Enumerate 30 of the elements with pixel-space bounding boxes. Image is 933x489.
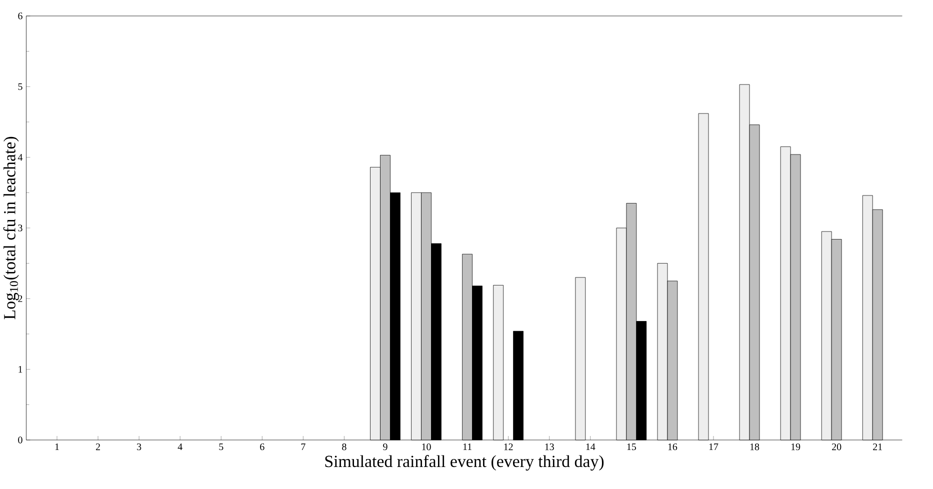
y-tick-label: 4 bbox=[18, 154, 23, 161]
x-tick-label: 20 bbox=[832, 444, 842, 450]
x-tick-label: 15 bbox=[627, 444, 636, 450]
y-tick-label: 5 bbox=[18, 83, 22, 90]
x-tick-label: 5 bbox=[219, 444, 224, 450]
x-tick-label: 1 bbox=[55, 444, 59, 450]
x-tick-label: 9 bbox=[383, 444, 388, 450]
x-tick-label: 12 bbox=[504, 444, 513, 450]
y-tick-label: 1 bbox=[18, 366, 22, 373]
x-tick-label: 7 bbox=[301, 444, 306, 450]
x-tick-label: 19 bbox=[791, 444, 800, 450]
x-tick-label: 14 bbox=[586, 444, 596, 450]
x-tick-label: 4 bbox=[178, 444, 182, 450]
x-tick-label: 2 bbox=[96, 444, 100, 450]
x-tick-label: 10 bbox=[422, 444, 431, 450]
y-tick-label: 2 bbox=[18, 295, 22, 302]
y-axis-title: Log$_{10}$(total cfu in leachate) bbox=[3, 136, 19, 320]
x-axis-title: Simulated rainfall event (every third day) bbox=[325, 455, 604, 471]
x-tick-label: 21 bbox=[873, 444, 882, 450]
x-tick-label: 8 bbox=[342, 444, 346, 450]
x-tick-label: 13 bbox=[545, 444, 554, 450]
y-tick-label: 6 bbox=[18, 12, 22, 20]
x-tick-label: 3 bbox=[137, 444, 142, 450]
x-tick-label: 16 bbox=[668, 444, 678, 450]
x-tick-label: 11 bbox=[463, 444, 472, 450]
x-tick-label: 18 bbox=[750, 444, 760, 450]
x-tick-label: 6 bbox=[260, 444, 264, 450]
y-tick-label: 0 bbox=[18, 436, 22, 444]
y-tick-label: 3 bbox=[18, 224, 22, 232]
x-tick-label: 17 bbox=[709, 444, 718, 450]
